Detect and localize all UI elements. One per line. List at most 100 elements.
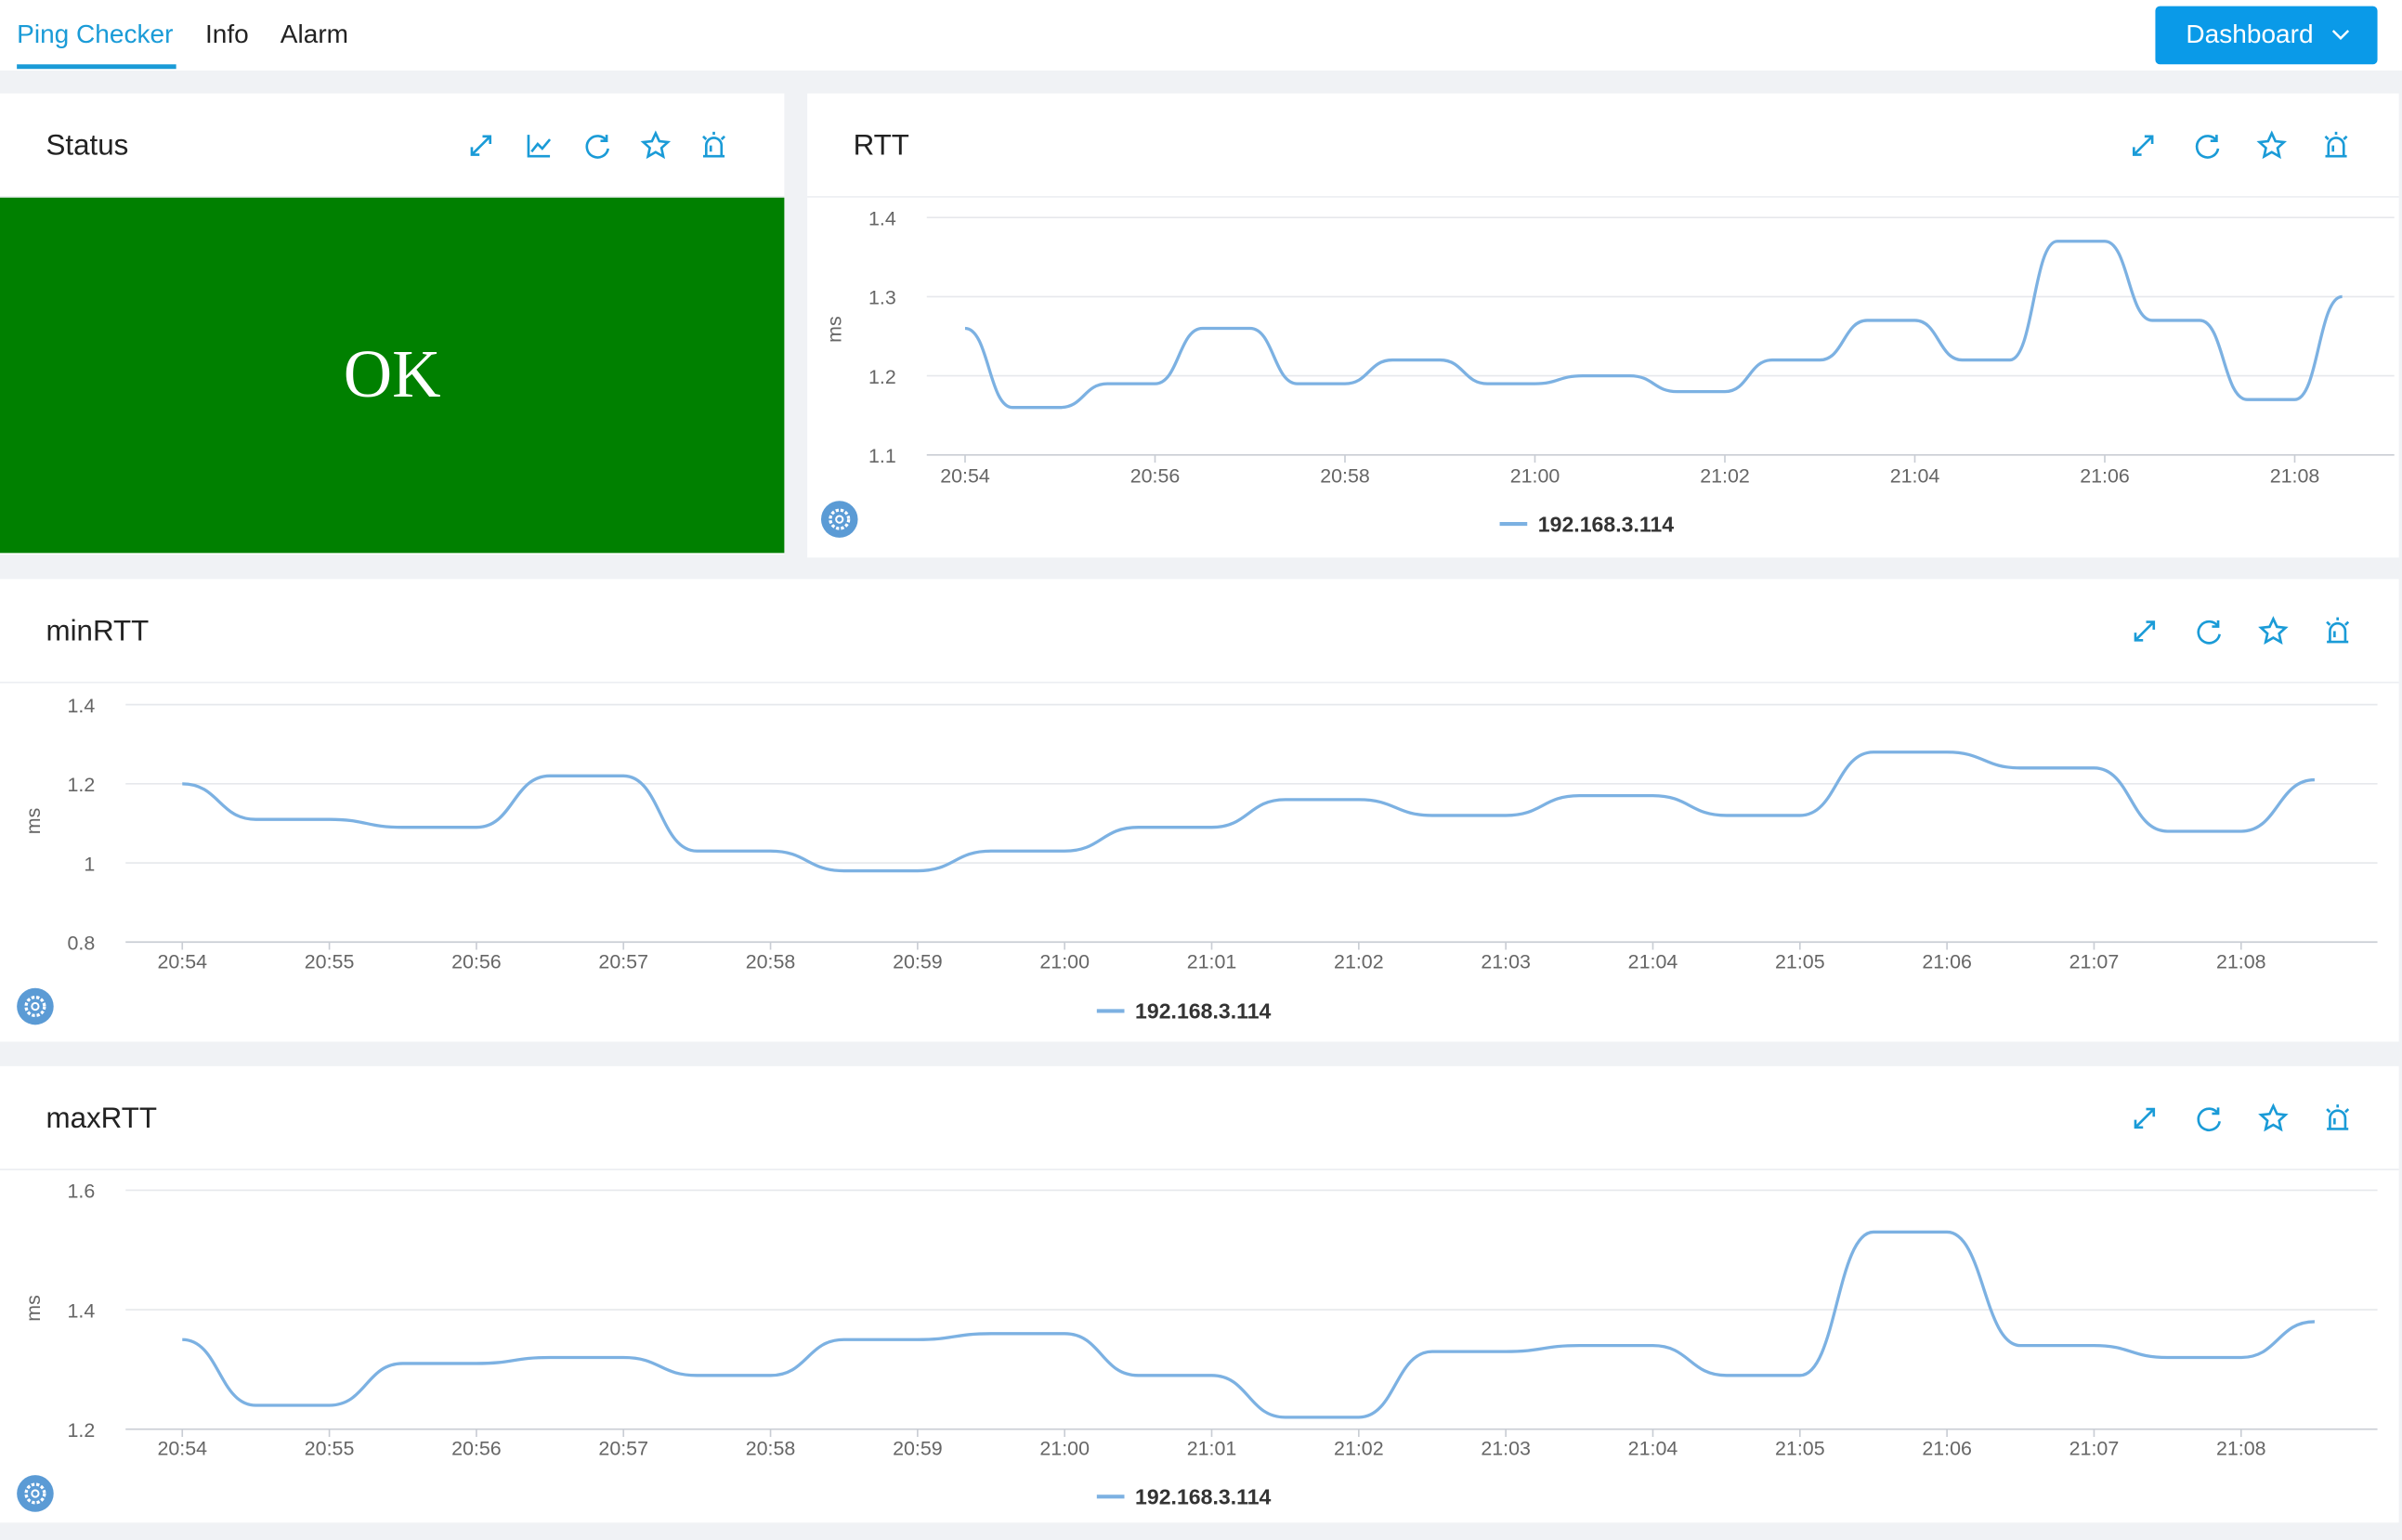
chart-icon[interactable] xyxy=(524,130,555,161)
panel-toolbar xyxy=(2129,1103,2353,1133)
x-tick-label: 21:00 xyxy=(1510,464,1560,487)
y-tick-label: 1.4 xyxy=(67,1299,95,1322)
legend-label: 192.168.3.114 xyxy=(1135,999,1271,1024)
refresh-icon[interactable] xyxy=(582,130,613,161)
dashboard-button[interactable]: Dashboard xyxy=(2155,6,2378,65)
legend-label: 192.168.3.114 xyxy=(1135,1485,1271,1509)
gear-ring xyxy=(24,995,46,1018)
alarm-icon[interactable] xyxy=(698,130,729,161)
nav-tab[interactable]: Alarm xyxy=(280,20,349,49)
panel-header: minRTT xyxy=(0,579,2399,684)
gear-bg xyxy=(17,987,54,1025)
panel-header: maxRTT xyxy=(0,1066,2399,1170)
x-tick-label: 21:06 xyxy=(2080,464,2130,487)
button-label: Dashboard xyxy=(2186,20,2314,49)
max-rtt-panel: maxRTT 1.2 1.4 1.6 ms 20:54 20:55 20:56 20:57 20… xyxy=(0,1065,2399,1523)
series-line xyxy=(964,240,2343,410)
dropdown-arrow xyxy=(2331,30,2350,40)
refresh-icon[interactable] xyxy=(2194,1103,2225,1133)
refresh-icon[interactable] xyxy=(2192,130,2223,161)
x-tick-label: 21:02 xyxy=(1700,464,1750,487)
panel-title: maxRTT xyxy=(46,1103,158,1136)
x-tick-label: 20:55 xyxy=(305,950,355,972)
x-tick-label: 21:06 xyxy=(1922,1438,1972,1460)
panel-title: Status xyxy=(46,130,129,163)
x-tick-label: 21:08 xyxy=(2216,950,2266,972)
x-tick-label: 21:08 xyxy=(2270,464,2320,487)
gear-ring xyxy=(24,1482,46,1505)
gear-ring xyxy=(829,508,851,530)
settings-button[interactable] xyxy=(17,987,54,1025)
y-tick-label: 1 xyxy=(84,853,95,875)
x-tick-label: 20:54 xyxy=(157,1438,207,1460)
gear-hub xyxy=(835,515,844,524)
y-tick-label: 1.2 xyxy=(67,1419,95,1442)
x-tick-label: 21:05 xyxy=(1775,1438,1825,1460)
settings-button[interactable] xyxy=(820,501,858,538)
x-tick-label: 21:04 xyxy=(1628,1438,1678,1460)
star-icon[interactable] xyxy=(2258,1103,2289,1133)
y-tick-label: 1.4 xyxy=(868,207,896,229)
gear-hub xyxy=(31,1001,40,1011)
x-tick-label: 21:01 xyxy=(1187,1438,1237,1460)
x-tick-label: 20:54 xyxy=(157,950,207,972)
alarm-icon[interactable] xyxy=(2322,616,2353,646)
x-tick-label: 21:07 xyxy=(2069,1438,2120,1460)
expand-icon[interactable] xyxy=(2129,1103,2160,1133)
nav-tab[interactable]: Info xyxy=(204,20,249,49)
x-tick-label: 20:58 xyxy=(746,950,796,972)
status-panel: Status OK xyxy=(0,93,785,555)
x-tick-label: 20:56 xyxy=(451,1438,502,1460)
panel-title: RTT xyxy=(853,130,909,163)
x-tick-label: 20:56 xyxy=(451,950,502,972)
panel-title: minRTT xyxy=(46,615,150,648)
panel-header: RTT xyxy=(807,94,2399,198)
y-tick-label: 1.2 xyxy=(67,774,95,796)
y-tick-label: 1.4 xyxy=(67,695,95,717)
alarm-icon[interactable] xyxy=(2321,130,2352,161)
min-rtt-panel: minRTT 0.8 1 1.2 1.4 ms 20:54 20:55 20:56 20:57 2… xyxy=(0,579,2399,1042)
x-tick-label: 20:56 xyxy=(1130,464,1181,487)
x-tick-label: 21:00 xyxy=(1039,950,1090,972)
x-tick-label: 21:08 xyxy=(2216,1438,2266,1460)
refresh-icon[interactable] xyxy=(2194,616,2225,646)
x-tick-label: 20:57 xyxy=(598,1438,648,1460)
x-tick-label: 21:06 xyxy=(1922,950,1972,972)
x-tick-label: 20:58 xyxy=(1320,464,1370,487)
star-icon[interactable] xyxy=(640,130,672,161)
star-icon[interactable] xyxy=(2258,616,2289,646)
x-tick-label: 20:59 xyxy=(893,1438,943,1460)
y-tick-label: 1.6 xyxy=(67,1181,95,1203)
line-chart: 1.1 1.2 1.3 1.4 ms 20:54 20:56 20:58 21:00 21:02 2… xyxy=(820,207,2395,538)
alarm-icon[interactable] xyxy=(2322,1103,2353,1133)
x-tick-label: 21:03 xyxy=(1481,1438,1531,1460)
series-line xyxy=(182,750,2316,873)
x-tick-label: 20:55 xyxy=(305,1438,355,1460)
expand-icon[interactable] xyxy=(2128,130,2159,161)
nav-tab[interactable]: Ping Checker xyxy=(17,20,174,49)
x-tick-label: 21:02 xyxy=(1334,950,1384,972)
y-tick-label: 1.3 xyxy=(868,287,896,309)
x-tick-label: 21:02 xyxy=(1334,1438,1384,1460)
x-tick-label: 21:07 xyxy=(2069,950,2120,972)
x-tick-label: 21:03 xyxy=(1481,950,1531,972)
expand-icon[interactable] xyxy=(465,130,496,161)
x-tick-label: 20:59 xyxy=(893,950,943,972)
top-nav: Ping Checker Info Alarm Dashboard xyxy=(0,0,2402,71)
settings-button[interactable] xyxy=(17,1475,54,1512)
y-tick-label: 1.2 xyxy=(868,366,896,388)
y-tick-label: 1.1 xyxy=(868,445,896,467)
x-tick-label: 21:00 xyxy=(1039,1438,1090,1460)
line-chart: 1.2 1.4 1.6 ms 20:54 20:55 20:56 20:57 20:58 20:5… xyxy=(17,1181,2378,1512)
line-chart: 0.8 1 1.2 1.4 ms 20:54 20:55 20:56 20:57 20:58 20:… xyxy=(17,695,2378,1025)
x-tick-label: 20:54 xyxy=(940,464,990,487)
expand-icon[interactable] xyxy=(2129,616,2160,646)
x-tick-label: 20:57 xyxy=(598,950,648,972)
status-indicator: OK xyxy=(0,197,785,554)
star-icon[interactable] xyxy=(2256,130,2288,161)
x-tick-label: 20:58 xyxy=(746,1438,796,1460)
y-axis-label: ms xyxy=(22,808,45,835)
gear-bg xyxy=(17,1475,54,1512)
